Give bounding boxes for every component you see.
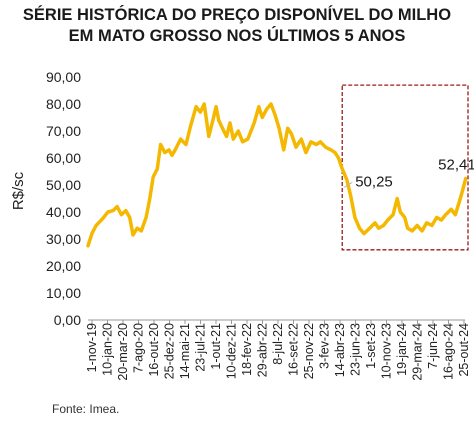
x-tick-label: 7-jun-24: [426, 323, 440, 369]
x-tick-label: 25-dez-20: [163, 323, 177, 379]
x-tick-label: 20-mar-20: [116, 323, 130, 381]
y-tick-label: 10,00: [46, 285, 81, 301]
x-tick-label: 8-jul-22: [271, 323, 285, 365]
x-tick-label: 18-fev-22: [240, 323, 254, 376]
x-tick-label: 10-nov-23: [380, 323, 394, 379]
source-note: Fonte: Imea.: [52, 402, 119, 416]
x-axis: 1-nov-19 10-jan-20 20-mar-20 7-ago-20 16-out…: [85, 319, 471, 381]
x-tick-label: 29-abr-22: [256, 323, 270, 377]
y-tick-label: 90,00: [46, 69, 81, 85]
series-group: [86, 102, 468, 248]
y-tick-label: 80,00: [46, 96, 81, 112]
annotation-group: 50,25 52,41: [343, 156, 474, 190]
x-tick-label: 16-ago-24: [442, 323, 456, 380]
y-tick-label: 60,00: [46, 150, 81, 166]
x-tick-label: 23-jun-23: [349, 323, 363, 376]
x-tick-label: 10-jan-20: [101, 323, 115, 376]
x-tick-label: 16-out-20: [147, 323, 161, 377]
x-tick-label: 1-nov-19: [85, 323, 99, 372]
annotation-leader-line: [343, 181, 353, 188]
x-tick-label: 10-dez-21: [225, 323, 239, 379]
x-tick-label: 25-out-24: [457, 323, 471, 377]
y-tick-label: 20,00: [46, 258, 81, 274]
annotation-label: 52,41: [438, 156, 474, 173]
chart-title-line-2: EM MATO GROSSO NOS ÚLTIMOS 5 ANOS: [69, 26, 406, 45]
y-tick-label: 30,00: [46, 231, 81, 247]
series-line: [86, 102, 468, 248]
x-tick-label: 16-set-22: [287, 323, 301, 376]
x-tick-label: 14-abr-23: [333, 323, 347, 377]
x-tick-label: 23-jul-21: [194, 323, 208, 372]
chart-title-line-1: SÉRIE HISTÓRICA DO PREÇO DISPONÍVEL DO M…: [23, 5, 451, 24]
y-tick-label: 40,00: [46, 204, 81, 220]
x-tick-label: 29-mar-24: [411, 323, 425, 381]
annotation-label: 50,25: [355, 173, 393, 190]
y-axis-label: R$/sc: [10, 171, 27, 210]
x-tick-label: 1-set-23: [364, 323, 378, 369]
y-tick-label: 70,00: [46, 123, 81, 139]
y-axis: 0,00 10,00 20,00 30,00 40,00 50,00 60,00 70,00 8…: [46, 69, 81, 328]
y-tick-label: 50,00: [46, 177, 81, 193]
x-tick-label: 3-fev-23: [318, 323, 332, 369]
x-tick-label: 7-ago-20: [132, 323, 146, 373]
y-tick-label: 0,00: [54, 312, 81, 328]
x-tick-label: 14-mai-21: [178, 323, 192, 379]
x-tick-label: 1-out-21: [209, 323, 223, 370]
x-tick-label: 19-jan-24: [395, 323, 409, 376]
x-tick-label: 25-nov-22: [302, 323, 316, 379]
